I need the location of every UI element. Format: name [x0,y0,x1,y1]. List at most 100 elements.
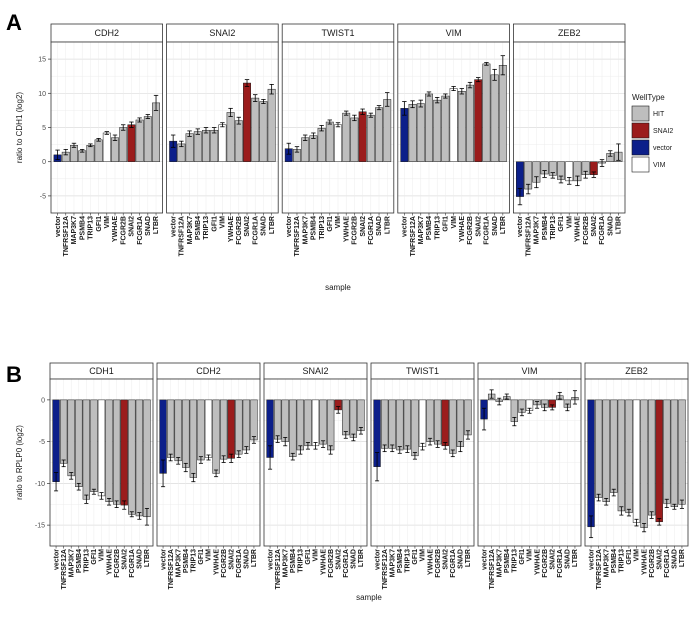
x-tick-label: VIM [99,549,106,562]
x-tick-label: LTBR [465,549,472,567]
bar [127,124,136,162]
y-axis-title: ratio to RPLP0 (log2) [15,425,24,500]
x-tick-label: LTBR [153,216,160,234]
bar [625,399,633,513]
x-tick-label: VIM [335,216,342,229]
x-tick-label: VIM [313,549,320,562]
facet-strip-label: SNAI2 [302,366,328,376]
legend-swatch [631,156,650,173]
x-tick-label: PSMB4 [504,549,511,573]
x-tick-label: vector [53,549,60,570]
x-tick-label: VIM [451,216,458,229]
x-tick-label: SNAI2 [228,549,235,570]
x-tick-label: LTBR [500,216,507,234]
bar [319,399,327,445]
x-tick-label: TRIP13 [405,549,412,573]
x-tick-label: SNAI2 [121,549,128,570]
x-tick-label: TNFRSF12A [168,549,175,589]
bar [449,399,457,454]
x-tick-label: PSMB4 [311,216,318,240]
x-tick-label: YWHAE [534,549,541,575]
x-tick-label: PSMB4 [79,216,86,240]
bar [210,129,219,162]
y-tick-label: -5 [40,193,46,200]
x-tick-label: SNAD [244,549,251,569]
bar [250,399,258,441]
bar [358,111,367,162]
bar [166,399,175,458]
x-tick-label: TNFRSF12A [275,549,282,589]
facet-zeb2: ZEB2 vector TNFRSF12A MAP3K7 PSMB4 TRIP13 GFI1… [584,362,689,589]
x-tick-label: TRIP13 [298,549,305,573]
x-tick-label: GFI1 [96,216,103,232]
x-tick-label: FCGR2B [542,549,549,578]
bar [219,399,228,460]
x-tick-label: SNAI2 [475,216,482,237]
x-tick-label: GFI1 [211,216,218,232]
bar [418,399,427,447]
bar [226,112,235,162]
bar [400,108,409,162]
x-tick-label: SNAD [351,549,358,569]
y-tick-label: 5 [42,125,46,132]
x-tick-label: FCGR2B [649,549,656,578]
x-tick-label: SNAD [458,549,465,569]
x-tick-label: GFI1 [412,549,419,565]
x-tick-label: vector [267,549,274,570]
bar [617,399,626,512]
bar [267,88,276,162]
x-tick-label: YWHAE [112,216,119,242]
x-tick-label: LTBR [679,549,686,567]
x-tick-label: MAP3K7 [389,549,396,578]
x-tick-label: SNAD [261,216,268,236]
facet-strip-label: VIM [446,28,462,38]
x-tick-label: vector [402,216,409,237]
bar [670,399,679,508]
x-tick-label: SNAD [672,549,679,569]
x-tick-label: YWHAE [106,549,113,575]
bar [218,124,227,162]
bar [128,399,136,515]
x-tick-label: TRIP13 [619,549,626,573]
legend-label: VIM [653,162,666,169]
bar [334,124,342,162]
bar [135,399,144,517]
bar [663,399,671,504]
x-tick-label: FCGR1A [236,549,243,578]
x-tick-label: MAP3K7 [534,216,541,245]
bar [197,399,205,461]
bar [411,399,419,457]
x-axis-title: sample [325,283,351,292]
x-tick-label: YWHAE [228,216,235,242]
bar [234,120,243,162]
bar [97,399,106,497]
facet-strip-label: TWIST1 [406,366,439,376]
bar [342,112,351,162]
x-tick-label: GFI1 [558,216,565,232]
x-tick-label: TRIP13 [434,216,441,240]
x-tick-label: FCGR2B [328,549,335,578]
x-tick-label: GFI1 [198,549,205,565]
facet-twist1: TWIST1 vector TNFRSF12A MAP3K7 PSMB4 TRIP13 GF… [370,362,475,589]
x-tick-label: MAP3K7 [71,216,78,245]
bar [587,399,595,528]
x-tick-label: TRIP13 [203,216,210,240]
x-tick-label: VIM [527,549,534,562]
y-tick-label: -5 [39,439,45,446]
bar [388,399,396,449]
bar [425,93,433,162]
bar [174,399,182,462]
x-tick-label: FCGR2B [583,216,590,245]
x-tick-label: GFI1 [305,549,312,565]
bar [289,399,297,457]
bar [189,399,198,478]
facet-snai2: SNAI2 vector TNFRSF12A MAP3K7 PSMB4 TRIP13 GFI… [263,362,368,589]
bar [94,139,103,162]
x-tick-label: TRIP13 [550,216,557,240]
bar [357,399,365,432]
legend-swatch [631,122,650,139]
x-axis-title: sample [356,593,382,602]
x-tick-label: FCGR1A [343,549,350,578]
